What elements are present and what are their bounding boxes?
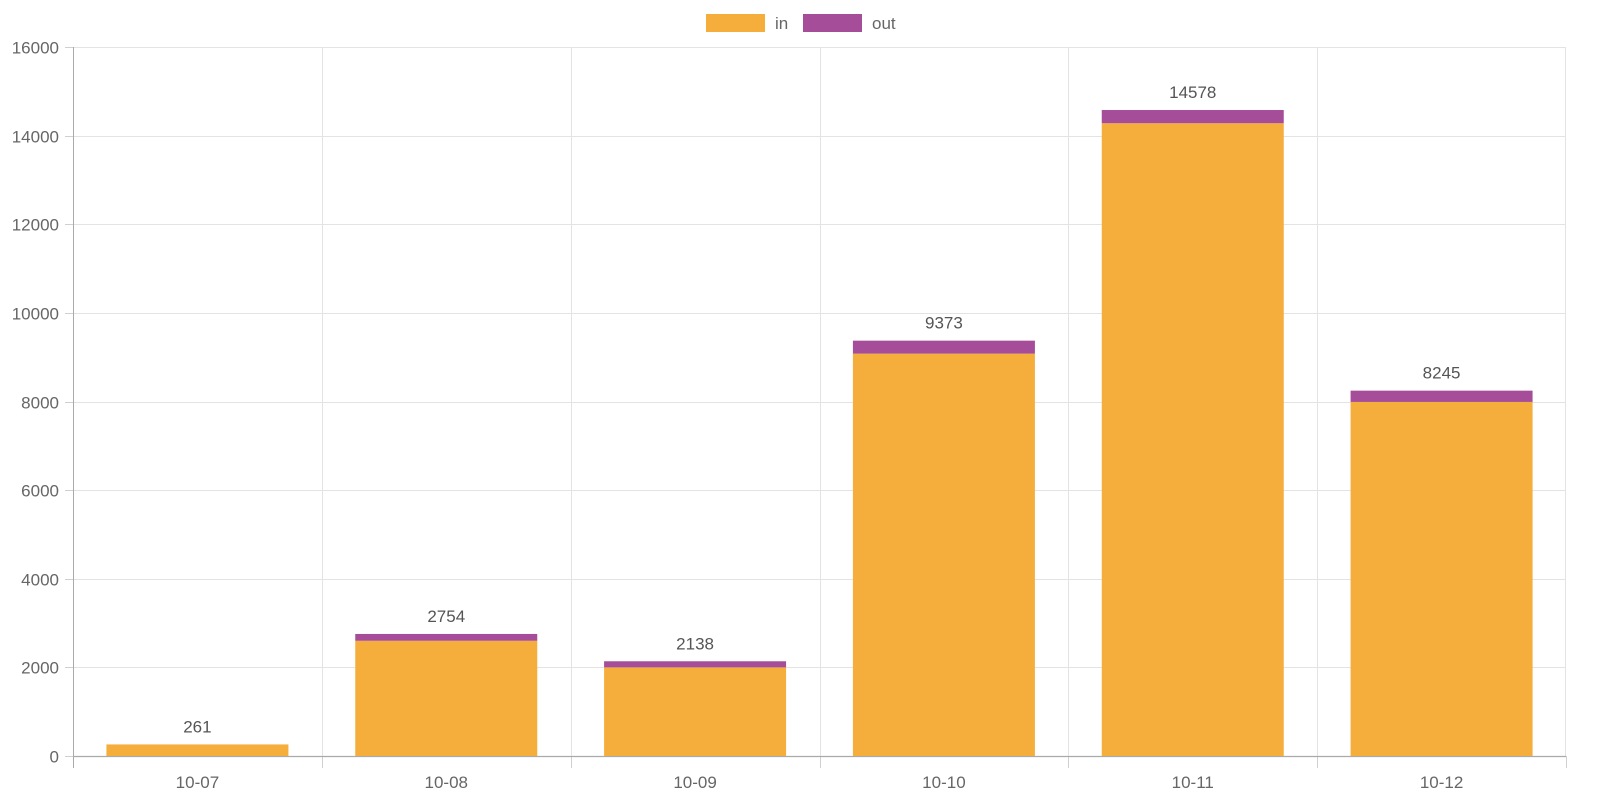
bar-out-10-11[interactable] — [1101, 110, 1284, 124]
bar-total-label: 2754 — [427, 607, 465, 626]
bar-out-10-12[interactable] — [1350, 390, 1533, 402]
y-tick-label: 14000 — [12, 128, 59, 147]
bar-total-label: 8245 — [1423, 364, 1461, 383]
x-tick-label: 10-09 — [673, 773, 716, 792]
y-tick-label: 12000 — [12, 216, 59, 235]
bar-in-10-11[interactable] — [1101, 123, 1284, 756]
legend-label: in — [775, 14, 788, 33]
legend-swatch — [803, 14, 862, 32]
bar-in-10-07[interactable] — [106, 744, 289, 756]
x-tick-label: 10-07 — [176, 773, 219, 792]
legend[interactable]: in out — [706, 14, 896, 33]
bar-in-10-12[interactable] — [1350, 401, 1533, 756]
bar-total-label: 2138 — [676, 634, 714, 653]
bars — [106, 110, 1533, 756]
y-tick-label: 8000 — [21, 394, 59, 413]
bar-total-label: 261 — [183, 717, 211, 736]
y-tick-label: 4000 — [21, 571, 59, 590]
bar-out-10-10[interactable] — [852, 340, 1035, 354]
bar-total-label: 9373 — [925, 314, 963, 333]
bar-out-10-09[interactable] — [604, 661, 787, 668]
x-tick-label: 10-10 — [922, 773, 965, 792]
legend-label: out — [872, 14, 896, 33]
bar-total-label: 14578 — [1169, 83, 1216, 102]
x-tick-label: 10-12 — [1420, 773, 1463, 792]
bar-in-10-08[interactable] — [355, 640, 538, 756]
x-tick-label: 10-08 — [425, 773, 468, 792]
legend-item-out[interactable]: out — [803, 14, 896, 33]
legend-swatch — [706, 14, 765, 32]
x-tick-label: 10-11 — [1172, 773, 1214, 792]
bar-in-10-09[interactable] — [604, 667, 787, 756]
bar-in-10-10[interactable] — [852, 353, 1035, 756]
data-labels: 261 2754 2138 9373 14578 8245 — [183, 83, 1460, 736]
y-tick-label: 2000 — [21, 659, 59, 678]
grid-lines — [73, 47, 1566, 756]
y-tick-label: 6000 — [21, 482, 59, 501]
y-tick-label: 16000 — [12, 39, 59, 58]
axes: 0 2000 4000 6000 8000 10000 12000 14000 16000 10-… — [12, 39, 1567, 792]
bar-out-10-08[interactable] — [355, 633, 538, 641]
legend-item-in[interactable]: in — [706, 14, 788, 33]
y-tick-label: 10000 — [12, 305, 59, 324]
y-tick-label: 0 — [50, 748, 59, 767]
